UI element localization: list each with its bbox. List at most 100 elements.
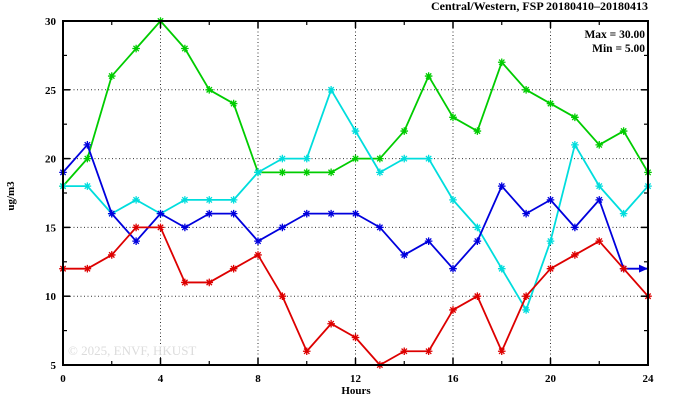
series-blue-end-arrow <box>639 264 648 273</box>
series-green-marker-2 <box>107 72 116 80</box>
series-blue-marker-6 <box>205 209 214 218</box>
series-cyan-marker-13 <box>376 168 384 177</box>
series-cyan-marker-9 <box>278 154 287 163</box>
axis-layer <box>62 20 649 366</box>
x-tick-label-16: 16 <box>448 373 460 385</box>
series-cyan-marker-19 <box>522 306 530 314</box>
series-red-marker-10 <box>302 347 311 356</box>
series-blue-marker-14 <box>400 251 409 259</box>
y-tick-label-10: 10 <box>45 291 57 303</box>
series-blue-marker-4 <box>156 209 165 218</box>
series-cyan-marker-18 <box>497 264 506 273</box>
series-cyan-marker-15 <box>424 154 433 163</box>
series-green-marker-3 <box>132 44 140 53</box>
series-blue-marker-15 <box>424 237 433 245</box>
series-red-marker-3 <box>132 223 140 232</box>
series-green-marker-16 <box>449 113 457 122</box>
x-tick-label-4: 4 <box>158 373 164 385</box>
series-green-marker-21 <box>571 113 579 122</box>
series-blue-marker-17 <box>473 237 482 245</box>
series-blue-marker-20 <box>546 196 555 204</box>
x-tick-label-24: 24 <box>643 373 655 385</box>
series-red-marker-7 <box>229 264 238 273</box>
series-layer <box>59 17 652 369</box>
series-cyan-marker-5 <box>181 196 189 204</box>
series-cyan-marker-14 <box>400 154 409 163</box>
series-blue-marker-7 <box>229 209 238 218</box>
series-red-marker-17 <box>473 292 482 300</box>
x-tick-label-20: 20 <box>545 373 557 385</box>
series-blue-marker-5 <box>181 223 189 232</box>
series-red <box>59 223 652 369</box>
series-green-marker-15 <box>424 72 433 80</box>
series-green-marker-1 <box>83 154 92 163</box>
series-red-marker-5 <box>181 278 189 287</box>
series-green-marker-5 <box>181 44 189 53</box>
series-green-marker-14 <box>400 127 409 135</box>
series-cyan-marker-8 <box>254 168 262 177</box>
series-cyan-marker-6 <box>205 196 214 204</box>
series-red-marker-12 <box>351 333 360 342</box>
series-blue-marker-3 <box>132 237 140 245</box>
series-blue-marker-12 <box>351 209 360 218</box>
series-red-marker-11 <box>327 319 335 328</box>
series-blue-marker-19 <box>522 209 530 218</box>
series-cyan-marker-11 <box>327 86 335 94</box>
y-tick-label-20: 20 <box>45 154 57 166</box>
series-cyan-marker-23 <box>619 209 628 218</box>
x-tick-label-8: 8 <box>255 373 261 385</box>
series-cyan-marker-17 <box>473 223 482 232</box>
series-blue-marker-9 <box>278 223 287 232</box>
y-tick-label-25: 25 <box>45 85 57 97</box>
series-green-marker-10 <box>302 168 311 177</box>
series-green-marker-6 <box>205 86 214 94</box>
series-blue-marker-18 <box>497 182 506 190</box>
legend-min-label: Min = 5.00 <box>592 43 645 55</box>
series-cyan-marker-3 <box>132 196 140 204</box>
series-red-marker-20 <box>546 264 555 273</box>
series-blue-marker-16 <box>449 264 457 273</box>
series-green-marker-9 <box>278 168 287 177</box>
series-cyan-marker-22 <box>595 182 604 190</box>
series-red-marker-22 <box>595 237 604 245</box>
series-green <box>59 17 652 190</box>
series-blue <box>59 141 648 273</box>
series-red-marker-21 <box>571 251 579 259</box>
series-green-marker-17 <box>473 127 482 135</box>
x-tick-label-0: 0 <box>60 373 66 385</box>
series-blue-marker-2 <box>107 209 116 218</box>
y-tick-label-5: 5 <box>51 360 57 372</box>
series-green-marker-12 <box>351 154 360 163</box>
series-green-marker-22 <box>595 141 604 149</box>
series-green-marker-18 <box>497 58 506 67</box>
series-green-marker-20 <box>546 99 555 108</box>
series-green-marker-13 <box>376 154 384 163</box>
series-red-marker-6 <box>205 278 214 287</box>
grid-layer <box>63 21 648 365</box>
series-red-marker-1 <box>83 264 92 273</box>
watermark: © 2025, ENVF, HKUST <box>68 343 196 358</box>
legend-max-label: Max = 30.00 <box>584 29 645 41</box>
series-green-marker-7 <box>229 99 238 108</box>
series-blue-marker-8 <box>254 237 262 245</box>
series-green-marker-23 <box>619 127 628 135</box>
series-red-marker-16 <box>449 306 457 314</box>
series-red-marker-9 <box>278 292 287 300</box>
series-cyan-marker-1 <box>83 182 92 190</box>
series-cyan-marker-10 <box>302 154 311 163</box>
series-blue-marker-11 <box>327 209 335 218</box>
series-cyan-marker-16 <box>449 196 457 204</box>
series-red-marker-19 <box>522 292 530 300</box>
series-green-marker-11 <box>327 168 335 177</box>
series-cyan-marker-20 <box>546 237 555 245</box>
x-axis-label: Hours <box>341 385 371 397</box>
series-cyan-marker-21 <box>571 141 579 149</box>
y-axis-label: ug/m3 <box>5 181 17 211</box>
series-red-marker-2 <box>107 251 116 259</box>
series-blue-marker-10 <box>302 209 311 218</box>
series-red-marker-8 <box>254 251 262 259</box>
x-tick-label-12: 12 <box>350 373 362 385</box>
series-blue-marker-21 <box>571 223 579 232</box>
